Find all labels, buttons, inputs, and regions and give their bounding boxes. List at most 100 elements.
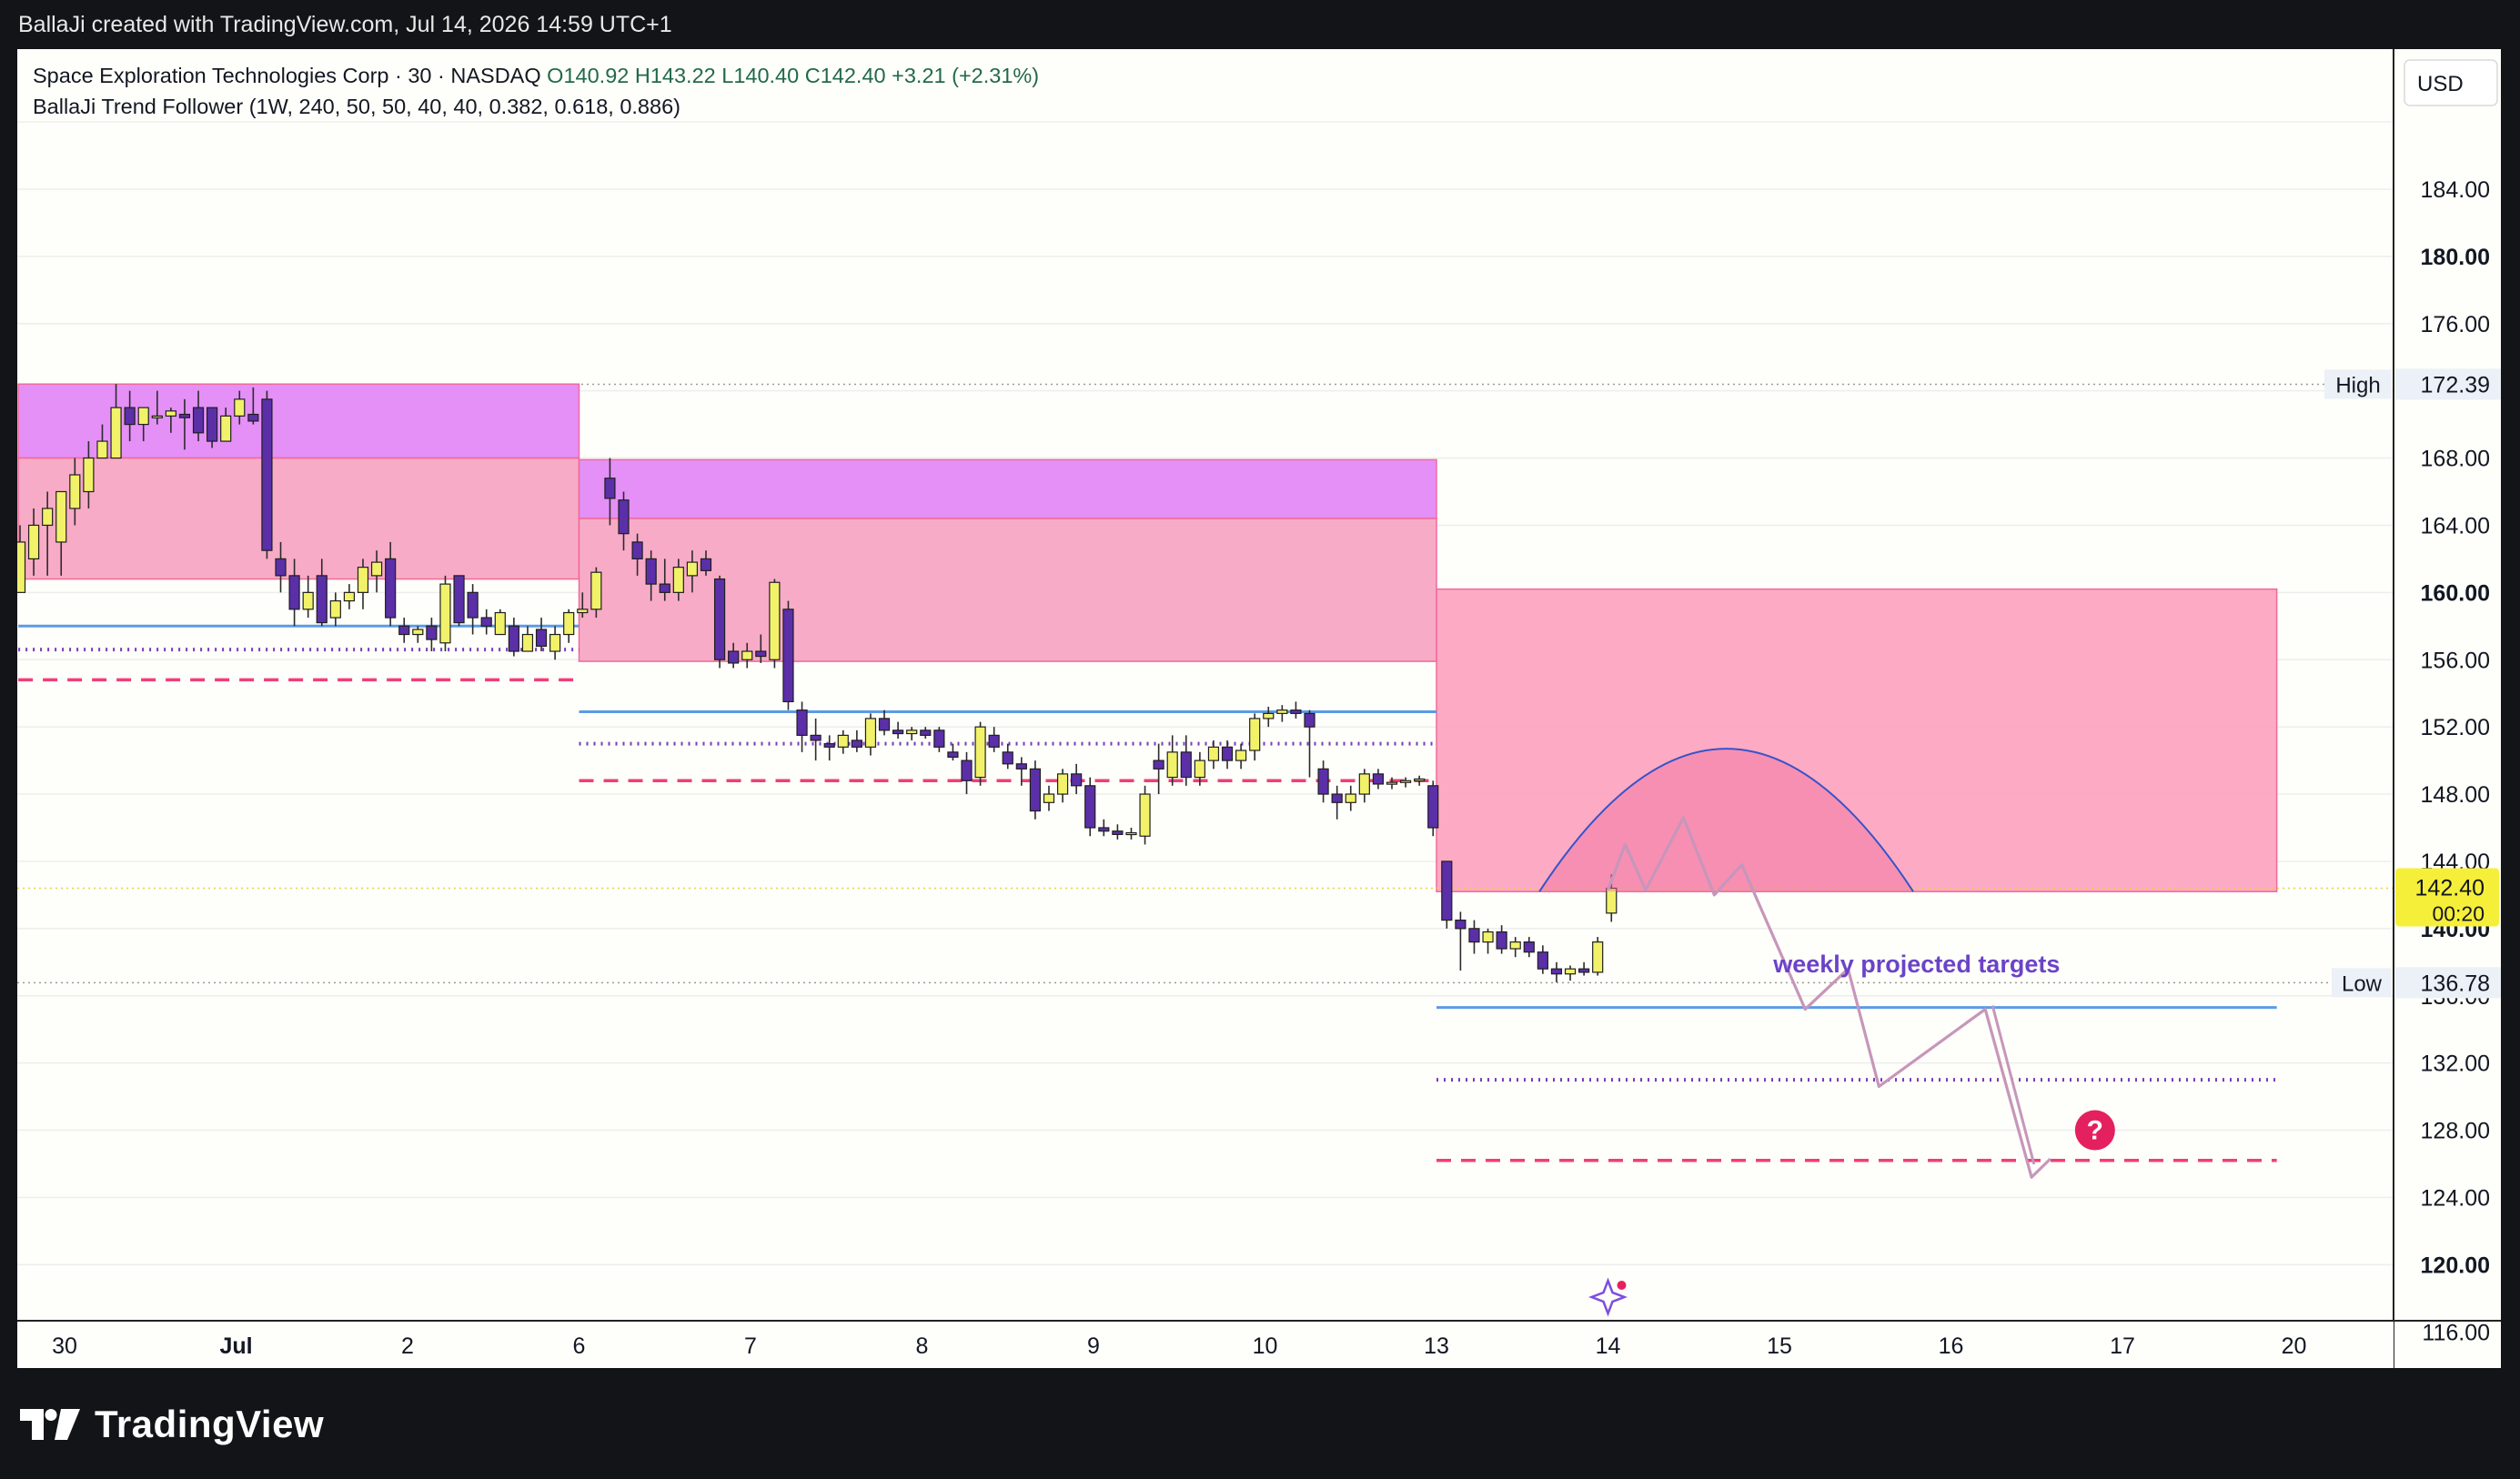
candles — [17, 384, 1618, 982]
candle — [892, 721, 904, 740]
candle — [604, 458, 616, 526]
price-tick-label: 132.00 — [2421, 1051, 2490, 1077]
candle-body — [1235, 750, 1247, 761]
candle-body — [672, 567, 684, 593]
candle-body — [137, 407, 149, 426]
candle — [1564, 965, 1577, 981]
price-tick-label: 184.00 — [2421, 177, 2490, 203]
candle — [1084, 777, 1096, 837]
candle — [1550, 961, 1563, 982]
weekly-projected-targets-label: weekly projected targets — [1772, 951, 2060, 978]
high-value-box — [2395, 368, 2501, 400]
price-chart[interactable]: weekly projected targets? USD 184.00 180.0… — [17, 49, 2501, 1368]
candle — [686, 550, 699, 593]
axes: USD 184.00 180.00 176.00 168.00 164.00 160.00 1… — [17, 49, 2501, 1368]
tradingview-logo[interactable]: TradingView — [20, 1401, 324, 1448]
candle-body — [508, 625, 519, 652]
candle — [1125, 828, 1137, 840]
projected-path — [1607, 816, 2051, 1179]
candle-body — [1125, 831, 1137, 836]
candle — [1002, 743, 1013, 770]
ohlc-change: +3.21 (+2.31%) — [892, 64, 1040, 87]
question-icon — [2074, 1110, 2115, 1151]
candle-body — [302, 591, 314, 610]
candle — [782, 600, 794, 710]
candle-body — [1153, 760, 1164, 770]
candle-body — [69, 474, 81, 509]
candle-body — [192, 407, 205, 434]
time-tick-label: 6 — [573, 1333, 586, 1359]
candle-body — [1249, 718, 1261, 751]
candle — [42, 491, 54, 576]
candle — [508, 618, 519, 657]
candle-body — [412, 629, 424, 636]
candle-body — [1564, 968, 1577, 975]
candle-body — [1345, 793, 1356, 803]
candle — [124, 390, 136, 442]
candle-body — [1482, 931, 1494, 943]
price-tick-label: 176.00 — [2421, 312, 2490, 337]
candle — [1180, 735, 1192, 786]
candle-body — [1523, 941, 1535, 953]
time-tick-label: 8 — [916, 1333, 929, 1359]
ohlc-low: L140.40 — [721, 64, 800, 87]
currency-label[interactable]: USD — [2417, 72, 2464, 96]
candle-body — [1414, 778, 1426, 782]
chart-panel[interactable]: weekly projected targets? USD 184.00 180.0… — [17, 49, 2501, 1368]
candle-body — [974, 726, 986, 779]
candle — [823, 735, 835, 761]
trend-zone — [578, 518, 1437, 662]
candle-body — [343, 591, 356, 602]
candle — [480, 609, 492, 635]
candle — [261, 390, 273, 559]
time-tick-label: 10 — [1253, 1333, 1278, 1359]
candle — [494, 609, 506, 636]
candle-body — [385, 558, 397, 619]
symbol-title[interactable]: Space Exploration Technologies Corp · 30… — [33, 64, 541, 87]
candle — [1153, 743, 1164, 795]
candle — [288, 558, 300, 627]
candle-body — [1509, 941, 1521, 950]
time-axis-background — [17, 1321, 2394, 1368]
footer-bar — [0, 1368, 2520, 1479]
last-price-box — [2395, 868, 2499, 927]
candle-body — [1071, 773, 1083, 787]
candle — [645, 550, 657, 601]
candle — [1029, 760, 1042, 820]
trend-zones — [17, 383, 2278, 892]
candle-body — [1002, 751, 1013, 765]
candle — [27, 508, 40, 576]
candle-body — [1468, 928, 1480, 943]
time-tick-label: 15 — [1767, 1333, 1792, 1359]
candle-body — [741, 650, 753, 660]
time-tick-label: Jul — [219, 1333, 252, 1359]
candle-body — [288, 575, 300, 610]
tradingview-icon — [20, 1409, 80, 1440]
candle — [631, 533, 643, 576]
candle-body — [124, 407, 136, 426]
candle — [1427, 780, 1439, 837]
candle-body — [810, 734, 822, 741]
candle — [1386, 777, 1398, 790]
candle — [741, 642, 753, 669]
candle-body — [480, 617, 492, 627]
candle — [1221, 740, 1234, 770]
candle — [906, 727, 918, 740]
candle-body — [165, 410, 176, 417]
candle-body — [1290, 709, 1302, 714]
price-tick-label: 116.00 — [2422, 1320, 2490, 1345]
candle — [17, 525, 26, 593]
price-tick-label: 120.00 — [2421, 1253, 2490, 1278]
candle-body — [645, 558, 657, 585]
candle-body — [1084, 785, 1096, 829]
trend-zone — [17, 457, 580, 580]
candle — [769, 579, 781, 669]
candle — [467, 584, 479, 635]
candle-body — [494, 611, 506, 636]
candle — [1482, 928, 1494, 954]
candle — [1509, 937, 1521, 958]
indicator-title[interactable]: BallaJi Trend Follower (1W, 240, 50, 50,… — [33, 95, 680, 118]
candle — [933, 727, 945, 752]
candle — [864, 713, 877, 756]
price-tick-label: 148.00 — [2421, 782, 2490, 808]
